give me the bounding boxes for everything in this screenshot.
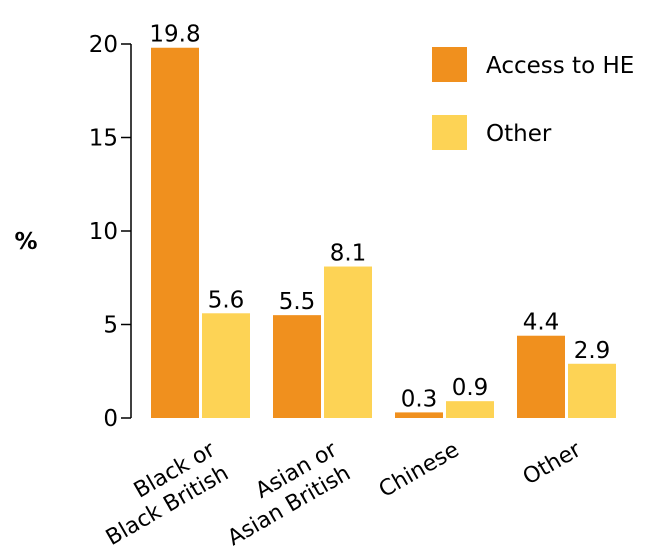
bar: [517, 335, 565, 418]
y-axis-label: %: [14, 229, 37, 255]
bar: [324, 266, 372, 418]
y-tick-label: 0: [103, 406, 118, 432]
legend: Access to HE Other: [432, 47, 634, 150]
data-label: 19.8: [149, 22, 200, 48]
data-label: 5.6: [208, 287, 245, 313]
category-label: Other: [519, 437, 586, 490]
data-label: 2.9: [574, 338, 611, 364]
bar: [395, 412, 443, 418]
y-tick-label: 10: [89, 219, 118, 245]
bar: [202, 313, 250, 418]
y-tick-label: 5: [103, 313, 118, 339]
bar: [273, 315, 321, 418]
legend-label: Access to HE: [486, 53, 634, 79]
category-label-line: Chinese: [375, 437, 464, 503]
legend-swatch: [432, 115, 467, 150]
y-tick-label: 20: [89, 32, 118, 58]
legend-swatch: [432, 47, 467, 82]
bars-group: [151, 47, 616, 419]
category-label-line: Other: [519, 437, 586, 490]
bar: [151, 47, 199, 419]
data-label: 5.5: [279, 289, 316, 315]
value-labels-group: 19.8 5.6 5.5 8.1 0.3 0.9 4.4 2.9: [149, 22, 610, 413]
y-tick-label: 15: [89, 126, 118, 152]
legend-label: Other: [486, 121, 552, 147]
bar: [446, 401, 494, 418]
data-label: 8.1: [330, 241, 367, 267]
bar: [568, 363, 616, 418]
category-label: Chinese: [375, 437, 464, 503]
data-label: 4.4: [523, 310, 560, 336]
data-label: 0.3: [401, 386, 438, 412]
y-axis-ticks: 0 5 10 15 20: [89, 32, 131, 432]
data-label: 0.9: [452, 375, 489, 401]
